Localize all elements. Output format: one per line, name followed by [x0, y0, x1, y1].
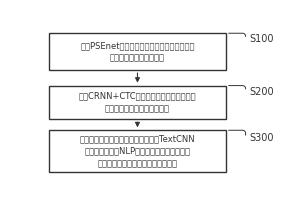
- Text: 基于所述文本图像的标签序列，利用TextCNN
算法训练得到的NLP文本分类模型获取所述当
前热成像温度图的文字和文字框位置: 基于所述文本图像的标签序列，利用TextCNN 算法训练得到的NLP文本分类模型…: [80, 134, 195, 168]
- Text: S200: S200: [249, 87, 274, 97]
- Bar: [49, 86, 226, 119]
- Bar: [49, 130, 226, 172]
- Text: S100: S100: [249, 34, 274, 44]
- Text: 通过CRNN+CTC算法训练的文本识别模型识
别所述文本图像中的标签序列: 通过CRNN+CTC算法训练的文本识别模型识 别所述文本图像中的标签序列: [79, 92, 196, 113]
- Bar: [49, 33, 226, 70]
- Text: 通过PSEnet算法训练的文本检测模型定位当前
热成像温度图的文本图像: 通过PSEnet算法训练的文本检测模型定位当前 热成像温度图的文本图像: [80, 41, 195, 62]
- Text: S300: S300: [249, 133, 274, 143]
